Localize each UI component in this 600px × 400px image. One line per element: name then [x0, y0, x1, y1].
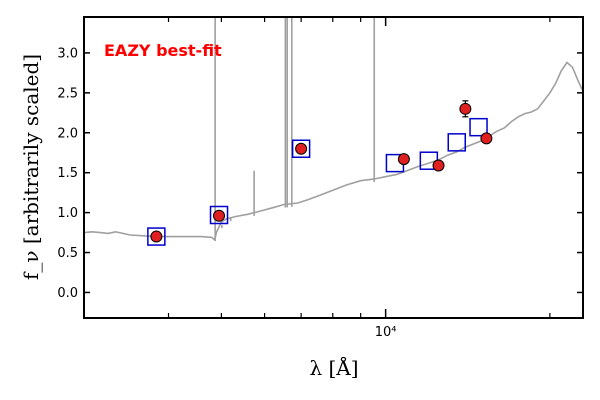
model-photometry-marker	[469, 117, 488, 137]
model-spectrum-layer	[84, 17, 583, 242]
plot-frame	[83, 16, 584, 319]
chart-annotation: EAZY best-fit	[104, 41, 222, 60]
model-spectrum-line	[84, 61, 583, 242]
y-tick-label: 0.5	[57, 246, 78, 261]
ticks: 0.0 0.5 1.0 1.5 2.0 2.5 3.0 10⁴	[57, 17, 583, 340]
model-photometry-marker	[291, 139, 311, 158]
model-photometry-marker	[147, 227, 166, 246]
y-tick-label: 1.5	[57, 166, 78, 181]
model-photometry-marker	[447, 133, 466, 152]
observed-photometry-layer	[150, 100, 493, 243]
y-tick-label: 0.0	[57, 286, 78, 301]
x-tick-label: 10⁴	[375, 325, 397, 340]
axes	[83, 16, 584, 319]
model-photometry-marker	[209, 205, 229, 225]
y-tick-label: 2.5	[57, 86, 78, 101]
observed-photometry-point	[480, 132, 493, 145]
observed-photometry-point	[213, 209, 226, 222]
observed-photometry-point	[295, 142, 308, 155]
observed-photometry-point	[150, 230, 163, 243]
observed-photometry-point	[459, 102, 472, 115]
observed-photometry-point	[432, 159, 445, 172]
observed-photometry-point	[397, 153, 410, 166]
y-tick-label: 1.0	[57, 206, 78, 221]
x-axis-label: λ [Å]	[309, 355, 358, 380]
y-tick-label: 2.0	[57, 126, 78, 141]
y-axis-label: f_ν [arbitrarily scaled]	[19, 54, 43, 280]
y-tick-label: 3.0	[57, 46, 78, 61]
model-photometry-layer	[147, 117, 488, 246]
